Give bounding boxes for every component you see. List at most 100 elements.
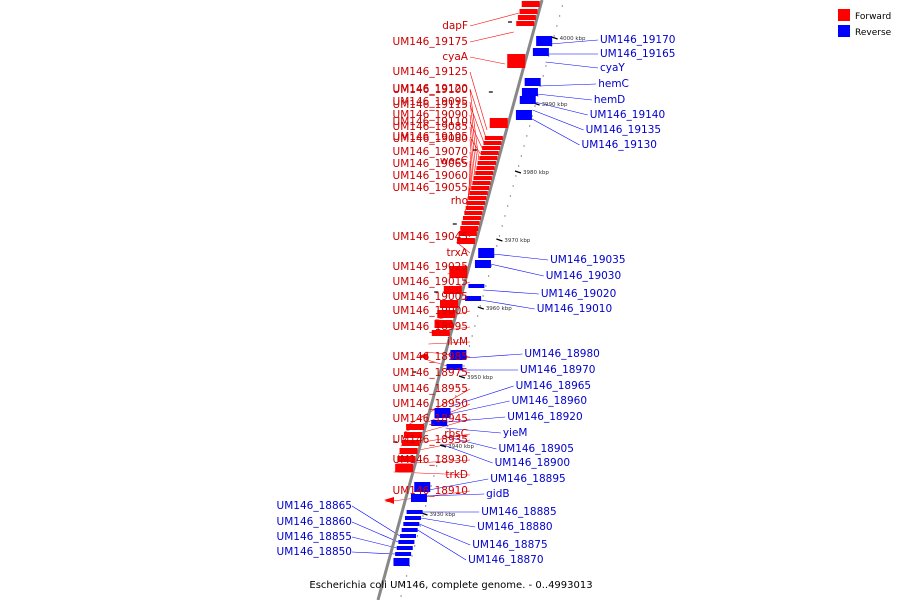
reverse-gene-label[interactable]: UM146_18920 bbox=[507, 411, 582, 423]
reverse-gene-label[interactable]: UM146_18865 bbox=[277, 500, 352, 512]
scale-tick-dot bbox=[435, 465, 438, 467]
forward-gene-label[interactable]: UM146_19025 bbox=[393, 261, 468, 273]
reverse-gene-label[interactable]: UM146_18900 bbox=[495, 457, 570, 469]
reverse-gene-label[interactable]: UM146_18970 bbox=[520, 364, 595, 376]
forward-gene-label[interactable]: UM146_19100 bbox=[393, 84, 468, 96]
forward-gene-block bbox=[395, 464, 414, 472]
reverse-leader-line bbox=[451, 385, 514, 407]
reverse-gene-label[interactable]: UM146_19010 bbox=[537, 303, 612, 315]
forward-gene-label[interactable]: UM146_18945 bbox=[393, 413, 468, 425]
forward-gene-block bbox=[399, 448, 418, 454]
reverse-gene-label[interactable]: UM146_18875 bbox=[472, 539, 547, 551]
reverse-gene-label[interactable]: UM146_19170 bbox=[600, 34, 675, 46]
reverse-gene-label[interactable]: UM146_19130 bbox=[582, 139, 657, 151]
reverse-gene-label[interactable]: gidB bbox=[486, 488, 509, 500]
forward-gene-label[interactable]: UM146_18930 bbox=[393, 454, 468, 466]
forward-gene-label[interactable]: UM146_19065 bbox=[393, 158, 468, 170]
forward-gene-label[interactable]: UM146_19015 bbox=[393, 276, 468, 288]
forward-gene-label[interactable]: rbsC bbox=[444, 428, 468, 440]
scale-tick-dot bbox=[465, 355, 468, 357]
reverse-gene-label[interactable]: UM146_18880 bbox=[477, 521, 552, 533]
forward-gene-label[interactable]: UM146_19090 bbox=[393, 109, 468, 121]
forward-gene-label[interactable]: UM146_19120 bbox=[393, 83, 468, 95]
reverse-leader-line bbox=[539, 83, 597, 87]
reverse-gene-label[interactable]: UM146_18850 bbox=[277, 546, 352, 558]
forward-gene-label[interactable]: UM146_19005 bbox=[393, 291, 468, 303]
reverse-gene-label[interactable]: UM146_18905 bbox=[498, 443, 573, 455]
reverse-gene-label[interactable]: UM146_18885 bbox=[481, 506, 556, 518]
reverse-gene-label[interactable]: UM146_18860 bbox=[277, 516, 352, 528]
forward-gene-label[interactable]: UM146_19060 bbox=[393, 170, 468, 182]
forward-gene-arrow bbox=[384, 497, 394, 504]
forward-gene-block bbox=[477, 161, 496, 165]
forward-gene-block bbox=[467, 201, 486, 205]
forward-gene-block bbox=[480, 151, 499, 155]
reverse-gene-block bbox=[519, 96, 536, 104]
forward-gene-label[interactable]: UM146_18910 bbox=[393, 485, 468, 497]
reverse-gene-block bbox=[395, 552, 412, 556]
reverse-leader-line bbox=[351, 505, 401, 537]
scale-major-tick bbox=[458, 375, 466, 379]
forward-gene-block bbox=[472, 181, 491, 185]
forward-gene-label[interactable]: UM146_19105 bbox=[393, 131, 468, 143]
scale-tick-dot bbox=[512, 185, 514, 187]
legend: Forward Reverse bbox=[838, 9, 892, 38]
reverse-gene-label[interactable]: hemC bbox=[598, 78, 629, 90]
reverse-gene-label[interactable]: UM146_19020 bbox=[541, 288, 616, 300]
forward-gene-label[interactable]: UM146_18985 bbox=[393, 351, 468, 363]
scale-tick-dot bbox=[455, 395, 457, 397]
reverse-gene-label[interactable]: UM146_18965 bbox=[516, 380, 591, 392]
forward-gene-label[interactable]: UM146_19085 bbox=[393, 121, 468, 133]
scale-tick-dot bbox=[430, 485, 432, 487]
reverse-gene-label[interactable]: UM146_18870 bbox=[468, 554, 543, 566]
reverse-gene-label[interactable]: UM146_18855 bbox=[277, 531, 352, 543]
forward-gene-label[interactable]: rho bbox=[451, 195, 468, 207]
reverse-leader-line bbox=[445, 427, 501, 434]
forward-gene-label[interactable]: UM146_18955 bbox=[393, 383, 468, 395]
forward-gene-label[interactable]: ilvM bbox=[447, 336, 468, 348]
forward-gene-block bbox=[521, 1, 540, 7]
forward-gene-label[interactable]: UM146_18995 bbox=[393, 321, 468, 333]
forward-gene-label[interactable]: UM146_19175 bbox=[393, 36, 468, 48]
forward-gene-label[interactable]: trkD bbox=[445, 469, 468, 481]
forward-gene-label[interactable]: UM146_19045 bbox=[393, 231, 468, 243]
gene-labels[interactable]: dapF UM146_19175 cyaA UM146_19125 UM146_1912… bbox=[277, 20, 676, 566]
scale-tick-dot bbox=[474, 325, 476, 327]
reverse-leader-line bbox=[428, 478, 489, 491]
forward-gene-label[interactable]: dapF bbox=[442, 20, 468, 32]
reverse-gene-label[interactable]: UM146_19030 bbox=[546, 270, 621, 282]
forward-leader-line bbox=[469, 104, 485, 143]
reverse-gene-label[interactable]: UM146_19165 bbox=[600, 48, 675, 60]
forward-gene-label[interactable]: UM146_19125 bbox=[393, 66, 468, 78]
forward-gene-label[interactable]: UM146_18975 bbox=[393, 367, 468, 379]
forward-gene-label[interactable]: UM146_18935 bbox=[393, 434, 468, 446]
forward-gene-label[interactable]: trxA bbox=[446, 247, 468, 259]
scale-kbp-label: 3970 kbp bbox=[504, 238, 530, 244]
forward-gene-label[interactable]: wecC bbox=[440, 155, 468, 167]
forward-gene-label[interactable]: UM146_19095 bbox=[393, 96, 468, 108]
forward-gene-label[interactable]: UM146_18950 bbox=[393, 398, 468, 410]
reverse-leader-line bbox=[351, 536, 397, 549]
reverse-gene-label[interactable]: UM146_19135 bbox=[586, 124, 661, 136]
forward-gene-label[interactable]: UM146_19000 bbox=[393, 305, 468, 317]
forward-gene-label[interactable]: UM146_19110 bbox=[393, 116, 468, 128]
forward-leader-line bbox=[469, 151, 473, 186]
reverse-gene-block bbox=[465, 296, 482, 301]
forward-gene-label[interactable]: UM146_19115 bbox=[393, 99, 468, 111]
forward-gene-block bbox=[475, 171, 494, 175]
reverse-gene-label[interactable]: UM146_18895 bbox=[490, 473, 565, 485]
reverse-gene-label[interactable]: yieM bbox=[503, 427, 528, 439]
forward-gene-label[interactable]: UM146_19055 bbox=[393, 182, 468, 194]
forward-gene-block bbox=[462, 216, 481, 220]
reverse-gene-label[interactable]: UM146_18960 bbox=[512, 395, 587, 407]
forward-gene-block bbox=[517, 15, 536, 20]
reverse-gene-label[interactable]: cyaY bbox=[600, 62, 625, 74]
forward-gene-label[interactable]: UM146_19080 bbox=[393, 133, 468, 145]
forward-gene-label[interactable]: UM146_19070 bbox=[393, 146, 468, 158]
reverse-gene-label[interactable]: UM146_18980 bbox=[524, 348, 599, 360]
reverse-gene-label[interactable]: hemD bbox=[594, 94, 625, 106]
reverse-gene-label[interactable]: UM146_19140 bbox=[590, 109, 665, 121]
reverse-leader-line bbox=[532, 109, 584, 131]
reverse-gene-label[interactable]: UM146_19035 bbox=[550, 254, 625, 266]
forward-gene-label[interactable]: cyaA bbox=[442, 51, 468, 63]
